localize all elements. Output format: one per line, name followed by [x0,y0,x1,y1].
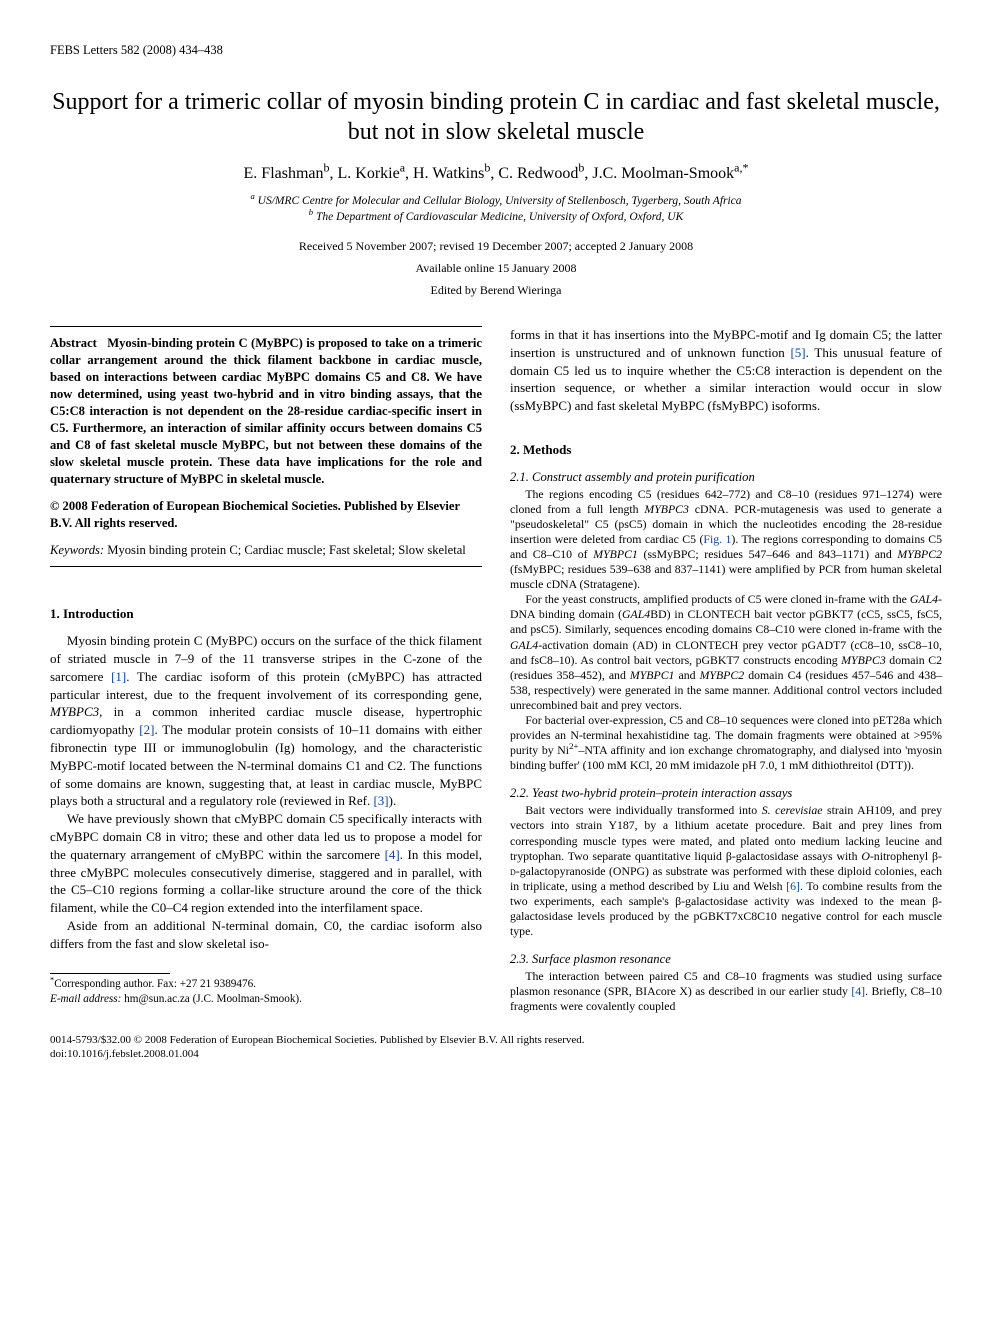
abstract-block: Abstract Myosin-binding protein C (MyBPC… [50,335,482,488]
intro-p1: Myosin binding protein C (MyBPC) occurs … [50,632,482,810]
abstract-label: Abstract [50,336,97,350]
keywords-label: Keywords: [50,543,104,557]
abstract-copyright: © 2008 Federation of European Biochemica… [50,498,482,532]
available-online: Available online 15 January 2008 [50,260,942,276]
footnote-rule [50,973,170,974]
affiliation-a: a US/MRC Centre for Molecular and Cellul… [50,194,942,210]
two-column-body: Abstract Myosin-binding protein C (MyBPC… [50,326,942,1014]
keywords-text: Myosin binding protein C; Cardiac muscle… [107,543,466,557]
authors-list: E. Flashmanb, L. Korkiea, H. Watkinsb, C… [50,163,942,185]
intro-p2: We have previously shown that cMyBPC dom… [50,810,482,917]
affiliation-b: b The Department of Cardiovascular Medic… [50,210,942,226]
corresponding-footnote: *Corresponding author. Fax: +27 21 93894… [50,977,482,992]
publication-dates: Received 5 November 2007; revised 19 Dec… [50,238,942,254]
right-column: forms in that it has insertions into the… [510,326,942,1014]
methods-s2-p1: Bait vectors were individually transform… [510,803,942,939]
methods-s2-heading: 2.2. Yeast two-hybrid protein–protein in… [510,785,942,802]
footer-doi: doi:10.1016/j.febslet.2008.01.004 [50,1047,942,1062]
paper-title: Support for a trimeric collar of myosin … [50,87,942,147]
methods-s3-heading: 2.3. Surface plasmon resonance [510,951,942,968]
intro-p3: Aside from an additional N-terminal doma… [50,917,482,953]
footer-copyright: 0014-5793/$32.00 © 2008 Federation of Eu… [50,1033,942,1048]
methods-heading: 2. Methods [510,441,942,459]
methods-s1-p3: For bacterial over-expression, C5 and C8… [510,713,942,773]
email-footnote: E-mail address: hm@sun.ac.za (J.C. Moolm… [50,992,482,1007]
left-column: Abstract Myosin-binding protein C (MyBPC… [50,326,482,1014]
abstract-top-rule [50,326,482,327]
edited-by: Edited by Berend Wieringa [50,282,942,298]
journal-header: FEBS Letters 582 (2008) 434–438 [50,42,942,59]
intro-continued: forms in that it has insertions into the… [510,326,942,415]
intro-heading: 1. Introduction [50,605,482,623]
methods-s1-p1: The regions encoding C5 (residues 642–77… [510,487,942,593]
methods-s1-p2: For the yeast constructs, amplified prod… [510,592,942,713]
affiliations: a US/MRC Centre for Molecular and Cellul… [50,194,942,225]
methods-s1-heading: 2.1. Construct assembly and protein puri… [510,469,942,486]
methods-s3-p1: The interaction between paired C5 and C8… [510,969,942,1014]
abstract-bottom-rule [50,566,482,567]
keywords-block: Keywords: Myosin binding protein C; Card… [50,542,482,560]
